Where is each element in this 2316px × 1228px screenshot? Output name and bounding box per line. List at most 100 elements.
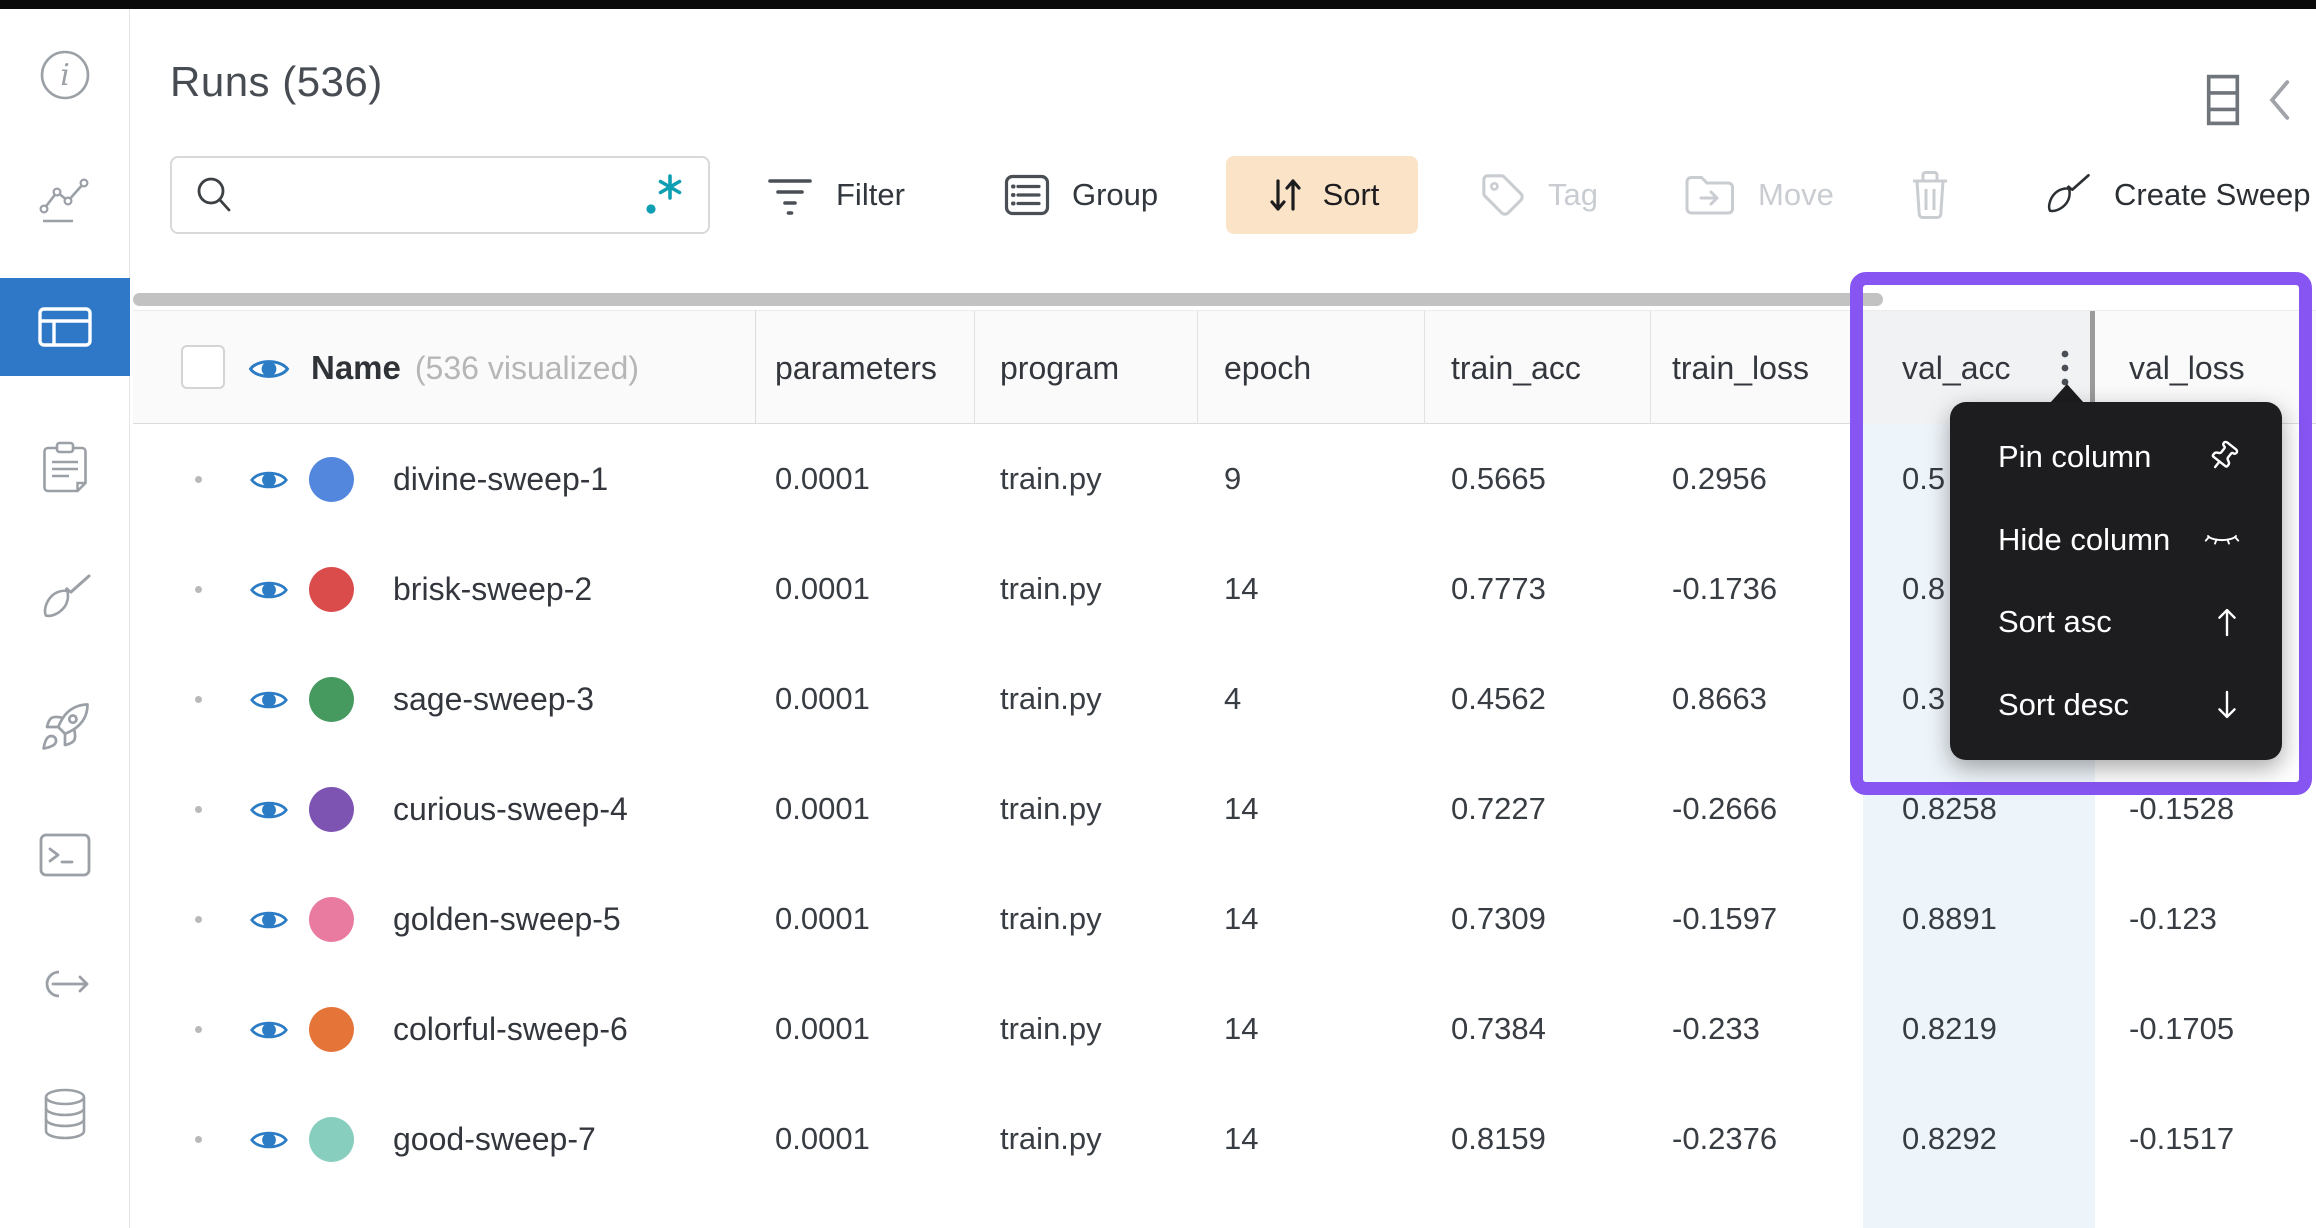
run-name[interactable]: curious-sweep-4: [393, 790, 628, 827]
column-resize-bar[interactable]: [2090, 311, 2095, 424]
table-row[interactable]: colorful-sweep-6 0.0001 train.py 14 0.73…: [133, 974, 2316, 1084]
table-row[interactable]: brisk-sweep-2 0.0001 train.py 14 0.7773 …: [133, 534, 2316, 644]
sidebar-item-overview[interactable]: i: [37, 47, 93, 103]
run-color-dot: [309, 457, 354, 502]
drag-handle-dot[interactable]: [195, 696, 202, 703]
visibility-eye-icon[interactable]: [246, 576, 292, 604]
delete-button[interactable]: [1908, 156, 1952, 234]
svg-text:i: i: [60, 58, 70, 93]
cell-train-acc: 0.5665: [1451, 461, 1546, 496]
visibility-eye-icon[interactable]: [246, 686, 292, 714]
sidebar-item-runs-table[interactable]: [0, 278, 130, 376]
search-input[interactable]: [234, 157, 642, 233]
menu-item-label: Pin column: [1998, 439, 2152, 475]
menu-item-sort-asc[interactable]: Sort asc: [1950, 582, 2282, 662]
column-header-train-acc[interactable]: train_acc: [1451, 349, 1581, 386]
table-row[interactable]: good-sweep-7 0.0001 train.py 14 0.8159 -…: [133, 1084, 2316, 1194]
filter-button[interactable]: Filter: [766, 156, 905, 234]
info-icon: i: [40, 50, 89, 100]
trash-icon: [1913, 171, 1947, 219]
visibility-eye-icon[interactable]: [246, 1126, 292, 1154]
horizontal-scrollbar-thumb[interactable]: [133, 293, 1883, 306]
cell-train-acc: 0.8159: [1451, 1121, 1546, 1156]
clipboard-icon: [42, 441, 87, 493]
cell-epoch: 4: [1224, 681, 1242, 716]
cell-epoch: 14: [1224, 571, 1259, 606]
sidebar-item-artifacts[interactable]: [37, 1086, 93, 1142]
column-header-train-loss[interactable]: train_loss: [1672, 349, 1809, 386]
drag-handle-dot[interactable]: [195, 476, 202, 483]
cell-program: train.py: [1000, 681, 1102, 716]
name-header-label: Name: [311, 349, 401, 386]
create-sweep-button[interactable]: Create Sweep: [2042, 156, 2310, 234]
run-name[interactable]: colorful-sweep-6: [393, 1010, 628, 1047]
group-label: Group: [1072, 177, 1159, 212]
drag-handle-dot[interactable]: [195, 1026, 202, 1033]
menu-item-sort-desc[interactable]: Sort desc: [1950, 665, 2282, 745]
table-row[interactable]: golden-sweep-5 0.0001 train.py 14 0.7309…: [133, 864, 2316, 974]
sidebar-item-launch[interactable]: [37, 699, 93, 755]
tag-button[interactable]: Tag: [1480, 156, 1598, 234]
run-name[interactable]: brisk-sweep-2: [393, 570, 593, 607]
visualized-count-label: (536 visualized): [414, 349, 639, 386]
move-button[interactable]: Move: [1684, 156, 1834, 234]
column-header-parameters[interactable]: parameters: [775, 349, 937, 386]
run-name[interactable]: divine-sweep-1: [393, 460, 609, 497]
visualize-all-eye-icon[interactable]: [246, 354, 292, 384]
run-name[interactable]: golden-sweep-5: [393, 900, 621, 937]
drag-handle-dot[interactable]: [195, 586, 202, 593]
cell-parameters: 0.0001: [775, 571, 870, 606]
cell-program: train.py: [1000, 901, 1102, 936]
cell-parameters: 0.0001: [775, 901, 870, 936]
drag-handle-dot[interactable]: [195, 806, 202, 813]
row-height-icon[interactable]: [2206, 74, 2240, 126]
create-sweep-broom-icon: [2047, 174, 2090, 213]
run-name[interactable]: good-sweep-7: [393, 1120, 596, 1157]
line-chart-icon: [38, 178, 88, 223]
cell-parameters: 0.0001: [775, 1011, 870, 1046]
filter-label: Filter: [836, 177, 905, 212]
table-row[interactable]: sage-sweep-3 0.0001 train.py 4 0.4562 0.…: [133, 644, 2316, 754]
visibility-eye-icon[interactable]: [246, 796, 292, 824]
visibility-eye-icon[interactable]: [246, 1016, 292, 1044]
sidebar-item-automations[interactable]: [37, 956, 93, 1012]
table-row[interactable]: divine-sweep-1 0.0001 train.py 9 0.5665 …: [133, 424, 2316, 534]
cell-train-acc: 0.7309: [1451, 901, 1546, 936]
sidebar-item-logs[interactable]: [37, 827, 93, 883]
table-row[interactable]: curious-sweep-4 0.0001 train.py 14 0.722…: [133, 754, 2316, 864]
drag-handle-dot[interactable]: [195, 916, 202, 923]
database-icon: [44, 1088, 85, 1140]
regex-toggle-icon[interactable]: [642, 172, 688, 218]
cell-train-loss: -0.2666: [1672, 791, 1778, 826]
menu-item-label: Sort desc: [1998, 686, 2129, 722]
cell-train-acc: 0.7773: [1451, 571, 1546, 606]
link-arrow-icon: [45, 970, 88, 998]
group-button[interactable]: Group: [1004, 156, 1158, 234]
cell-program: train.py: [1000, 791, 1102, 826]
collapse-chevron-icon[interactable]: [2266, 78, 2292, 122]
menu-item-pin-column[interactable]: Pin column: [1950, 417, 2282, 497]
column-header-name[interactable]: Name (536 visualized): [311, 311, 639, 425]
select-all-checkbox[interactable]: [181, 345, 225, 389]
column-header-program[interactable]: program: [1000, 349, 1120, 386]
column-header-epoch[interactable]: epoch: [1224, 349, 1312, 386]
tag-icon: [1482, 174, 1524, 216]
tag-label: Tag: [1548, 177, 1598, 212]
val-acc-column-menu-button[interactable]: [2045, 311, 2085, 425]
menu-item-hide-column[interactable]: Hide column: [1950, 500, 2282, 580]
sidebar-item-notes[interactable]: [37, 439, 93, 495]
drag-handle-dot[interactable]: [195, 1136, 202, 1143]
visibility-eye-icon[interactable]: [246, 906, 292, 934]
pin-icon: [2211, 441, 2239, 469]
visibility-eye-icon[interactable]: [246, 466, 292, 494]
cell-val-acc: 0.8219: [1902, 1011, 1997, 1046]
run-name[interactable]: sage-sweep-3: [393, 680, 594, 717]
terminal-icon: [39, 833, 90, 877]
sort-button[interactable]: Sort: [1226, 156, 1418, 234]
sidebar-item-charts[interactable]: [37, 173, 93, 229]
menu-item-label: Sort asc: [1998, 604, 2112, 640]
sidebar-item-sweeps[interactable]: [37, 570, 93, 626]
search-icon: [197, 177, 231, 212]
column-header-val-loss[interactable]: val_loss: [2129, 349, 2245, 386]
column-header-val-acc[interactable]: val_acc: [1902, 349, 2011, 386]
